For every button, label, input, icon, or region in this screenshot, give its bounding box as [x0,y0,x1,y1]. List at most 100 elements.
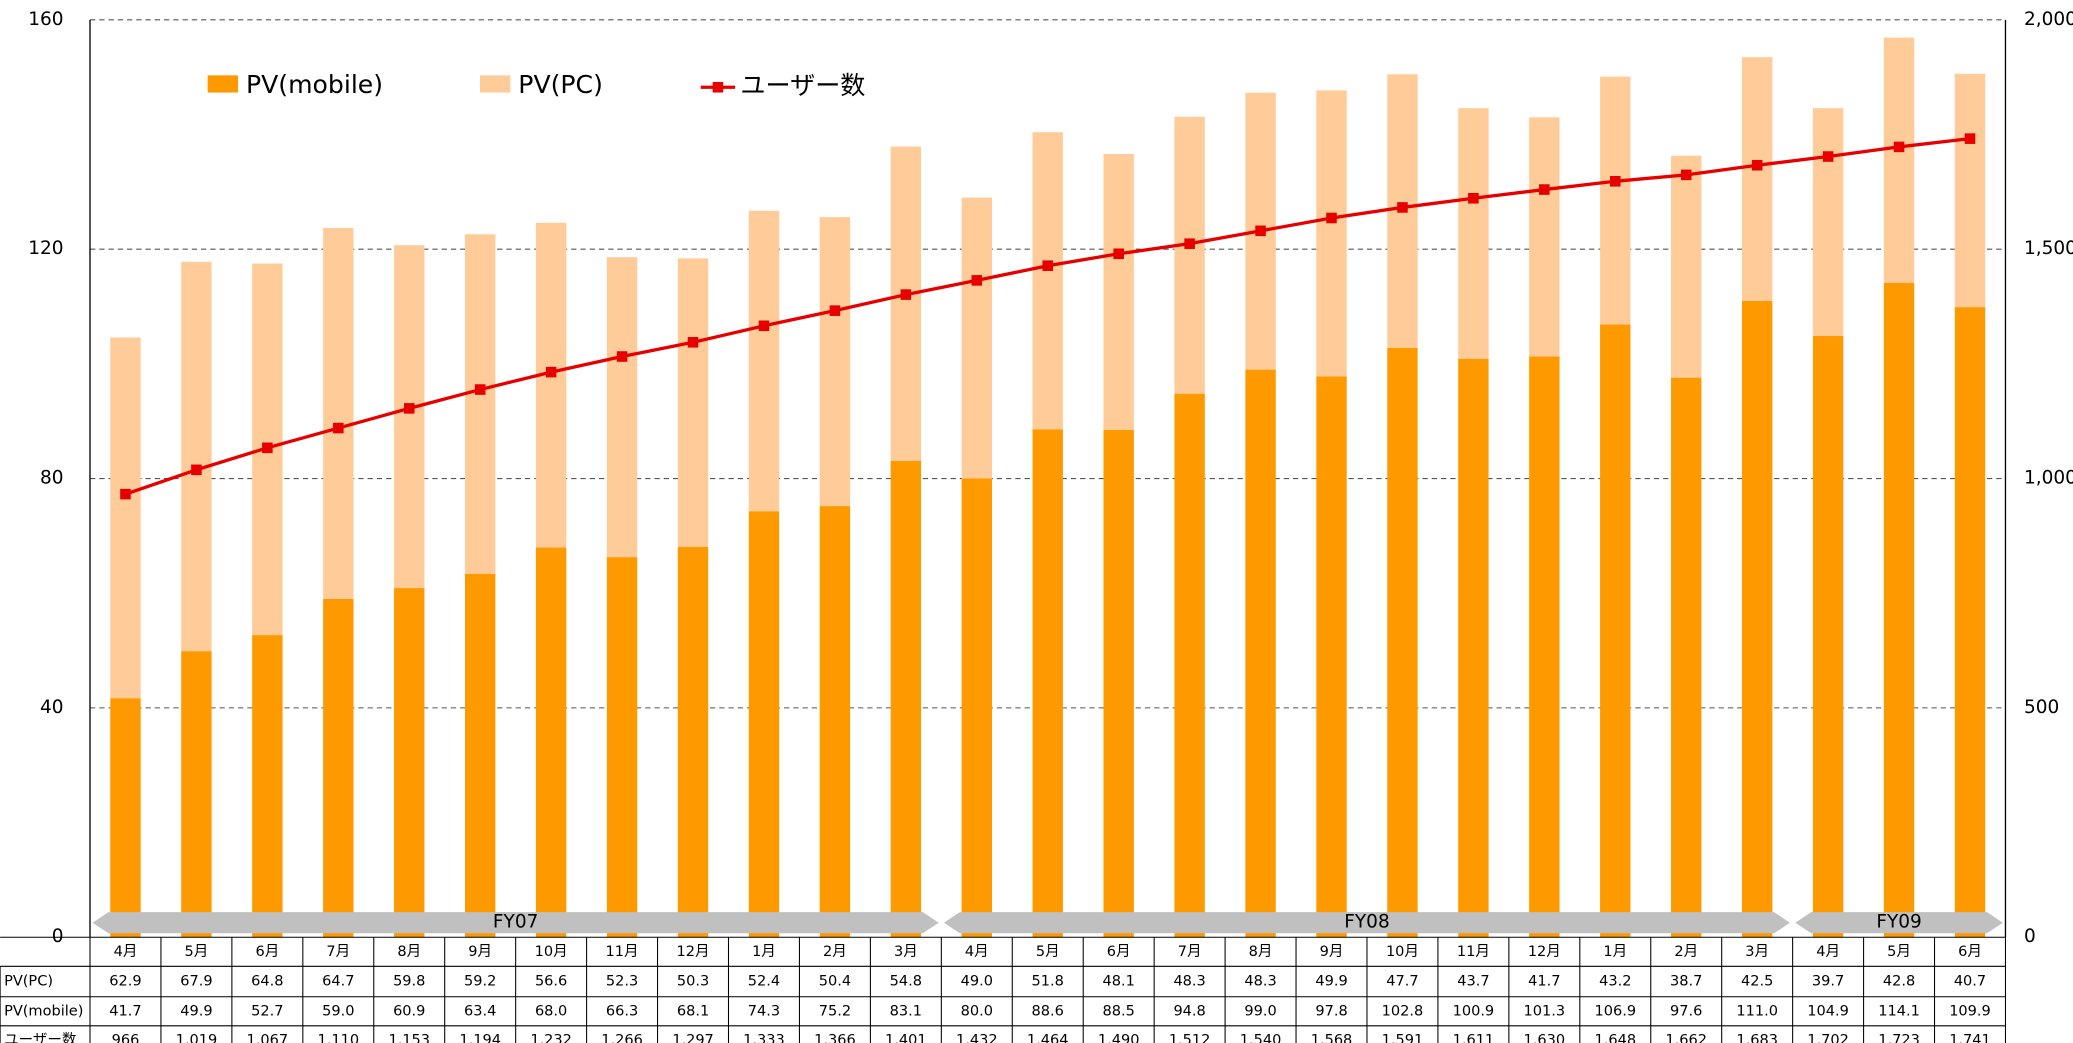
fiscal-year-arrow [943,912,1790,934]
table-cell: 101.3 [1524,1003,1566,1019]
table-cell: 1,630 [1524,1032,1566,1043]
fiscal-year-arrow [1795,912,2003,934]
bar-pc [1458,108,1489,359]
table-cell: 52.3 [606,974,638,990]
user-marker [1326,212,1337,224]
user-marker [1822,151,1834,162]
fiscal-year-label: FY08 [1344,912,1389,933]
bar-mobile [1883,283,1915,938]
x-tick-label: 4月 [114,944,138,960]
y2-tick-label: 1,000 [2024,468,2073,489]
user-marker [1042,260,1054,271]
table-cell: 48.3 [1173,974,1205,990]
table-cell: 38.7 [1670,974,1702,990]
table-cell: 64.8 [251,974,283,990]
x-tick-label: 11月 [606,944,639,960]
bar-pc [677,258,709,547]
table-cell: 59.0 [322,1003,354,1019]
bar-mobile [961,478,992,938]
bar-pc [464,234,496,574]
y2-tick-label: 500 [2024,697,2059,718]
x-tick-label: 7月 [1178,944,1202,960]
table-cell: 74.3 [748,1003,780,1019]
x-tick-label: 7月 [326,944,350,960]
table-row-label: PV(PC) [4,974,53,990]
table-cell: 100.9 [1453,1003,1495,1019]
user-marker [1539,184,1550,195]
user-marker [191,464,202,476]
table-cell: 66.3 [606,1003,638,1019]
x-tick-label: 8月 [397,944,421,960]
user-marker [120,488,131,500]
x-tick-label: 1月 [1603,944,1627,960]
user-marker [1397,202,1408,213]
table-cell: 43.7 [1457,974,1489,990]
bar-mobile [181,651,212,938]
table-cell: 1,232 [530,1032,572,1043]
table-cell: 99.0 [1244,1003,1276,1019]
x-tick-label: 3月 [894,944,918,960]
table-cell: 1,702 [1807,1032,1849,1043]
y-tick-label: 120 [28,238,63,259]
table-cell: 1,490 [1098,1032,1140,1043]
bar-mobile [1174,393,1205,938]
legend-swatch [207,75,239,93]
table-cell: 1,067 [247,1032,289,1043]
table-cell: 56.6 [535,974,567,990]
user-marker [1893,141,1905,153]
table-cell: 49.9 [1315,974,1347,990]
x-tick-label: 4月 [1816,944,1840,960]
table-cell: 54.8 [890,974,922,990]
user-marker [545,366,557,378]
legend-label: PV(mobile) [246,70,383,99]
bar-pc [1883,37,1915,284]
x-tick-label: 6月 [255,944,279,960]
x-tick-label: 10月 [1386,944,1419,960]
bar-mobile [1741,300,1773,938]
table-cell: 1,611 [1453,1032,1495,1043]
table-cell: 41.7 [109,1003,141,1019]
bar-pc [606,257,638,558]
x-tick-label: 5月 [1036,944,1060,960]
bar-mobile [1671,377,1702,938]
table-cell: 83.1 [890,1003,922,1019]
table-cell: 47.7 [1386,974,1418,990]
bar-mobile [1387,347,1418,938]
bar-mobile [1600,324,1631,938]
table-cell: 40.7 [1954,974,1986,990]
fiscal-year-label: FY07 [493,912,538,933]
table-cell: 1,683 [1736,1032,1778,1043]
table-cell: 1,723 [1878,1032,1920,1043]
bar-mobile [890,460,922,938]
table-cell: 39.7 [1812,974,1844,990]
y2-tick-label: 2,000 [2024,9,2073,30]
table-cell: 1,540 [1240,1032,1282,1043]
bar-mobile [535,547,567,938]
bar-pc [1741,57,1773,301]
table-cell: 1,591 [1382,1032,1424,1043]
user-marker [1751,159,1763,171]
user-marker [474,384,486,395]
bar-pc [1600,76,1631,325]
bar-mobile [1032,429,1063,938]
bar-mobile [323,598,354,938]
legend-swatch [479,75,511,93]
table-cell: 1,512 [1169,1032,1211,1043]
user-marker [616,351,628,362]
bar-mobile [1954,307,1986,938]
table-cell: 50.4 [819,974,851,990]
user-marker [758,320,770,332]
x-tick-label: 10月 [535,944,568,960]
table-cell: 80.0 [961,1003,993,1019]
y2-tick-label: 1,500 [2024,238,2073,259]
user-marker [900,289,912,300]
x-tick-label: 9月 [1320,944,1344,960]
table-cell: 1,662 [1665,1032,1707,1043]
table-cell: 97.8 [1315,1003,1347,1019]
x-tick-label: 5月 [185,944,209,960]
bar-pc [1174,116,1205,394]
x-tick-label: 4月 [965,944,989,960]
table-cell: 88.6 [1032,1003,1064,1019]
table-cell: 52.4 [748,974,780,990]
bar-mobile [464,573,496,938]
